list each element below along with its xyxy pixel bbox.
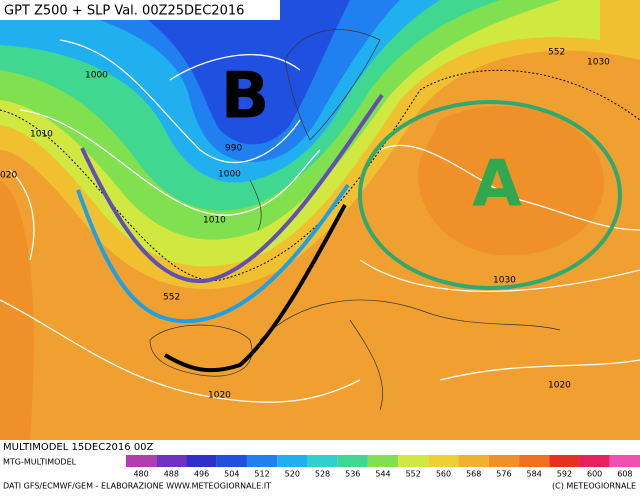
colorbar-swatch: [186, 455, 217, 467]
colorbar-swatch: [549, 455, 580, 467]
isobar-label: 020: [0, 171, 17, 181]
colorbar-label: 496: [194, 470, 209, 479]
trough-axis: [76, 183, 350, 324]
band: [120, 0, 350, 145]
colorbar-label: 520: [285, 470, 300, 479]
colorbar-swatch: [579, 455, 610, 467]
band: [418, 105, 604, 256]
ridge-axis: [163, 204, 347, 373]
colorbar-label: 568: [466, 470, 481, 479]
colorbar-swatch: [488, 455, 520, 467]
isobar-label: 1020: [548, 381, 571, 391]
isobar-label: 1000: [85, 71, 108, 81]
isobar-label: 1030: [587, 58, 610, 68]
colorbar-label: 584: [527, 470, 542, 479]
colorbar-label: 552: [406, 470, 421, 479]
credits: DATI GFS/ECMWF/GEM - ELABORAZIONE WWW.ME…: [3, 482, 271, 491]
high-label: A: [472, 148, 522, 222]
colorbar-swatch: [428, 455, 459, 467]
title-box: [0, 0, 280, 20]
colorbar-label: 528: [315, 470, 330, 479]
colorbar-swatch: [458, 455, 489, 467]
map: B A 1000 1010 990 1000 1010 552 1030 020…: [0, 0, 640, 440]
isobars: [0, 39, 640, 403]
colorbar-swatch: [156, 455, 187, 467]
contour: [0, 69, 640, 281]
colorbar-label: 600: [587, 470, 602, 479]
isobar-label: 552: [548, 48, 565, 58]
run-label: MULTIMODEL 15DEC2016 00Z: [3, 442, 154, 453]
colorbar-swatch: [337, 455, 368, 467]
trough-axis: [80, 93, 384, 284]
isobar-label: 1020: [208, 391, 231, 401]
band: [0, 180, 34, 440]
isobar-label: 552: [163, 293, 180, 303]
isobar-label: 990: [225, 144, 242, 154]
isobar-label: 1010: [203, 216, 226, 226]
high-ellipse: [358, 100, 622, 290]
colorbar-swatch: [609, 455, 640, 467]
colorbar-swatch: [307, 455, 338, 467]
isobar-label: 1000: [218, 170, 241, 180]
colorbar-label: 576: [496, 470, 511, 479]
colorbar-label: 480: [133, 470, 148, 479]
colorbar-label: 504: [224, 470, 239, 479]
colorbar: 480 488 496 504 512 520 528 536 544 552 560 568 576 5…: [126, 455, 640, 479]
colorbar-swatch: [519, 455, 550, 467]
coastlines: [149, 29, 561, 411]
colorbar-swatch: [216, 455, 247, 467]
colorbar-swatch: [367, 455, 399, 467]
colorbar-label: 536: [345, 470, 360, 479]
colorbar-label: 608: [617, 470, 632, 479]
colorbar-swatch: [398, 455, 429, 467]
copyright: (C) METEOGIORNALE: [552, 482, 636, 491]
model-label: MTG-MULTIMODEL: [3, 458, 77, 467]
low-label: B: [221, 60, 270, 134]
colorbar-label: 592: [557, 470, 572, 479]
isobar-label: 1030: [493, 276, 516, 286]
colorbar-label: 560: [436, 470, 451, 479]
title: GPT Z500 + SLP Val. 00Z25DEC2016: [4, 4, 244, 19]
colorbar-swatch: [126, 455, 157, 467]
colorbar-swatch: [277, 455, 308, 467]
colorbar-label: 544: [375, 470, 390, 479]
colorbar-swatch: [246, 455, 278, 467]
colorbar-label: 512: [254, 470, 269, 479]
colorbar-label: 488: [164, 470, 179, 479]
isobar-label: 1010: [30, 130, 53, 140]
